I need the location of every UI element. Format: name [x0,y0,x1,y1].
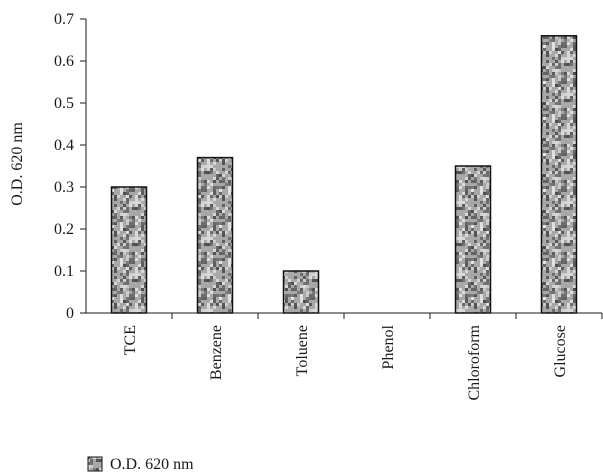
bar-chloroform [454,165,492,314]
x-ticks-layer: TCE Benzene Toluene Phenol Chloroform Glucose [122,313,603,401]
x-tick-label: Chloroform [466,324,483,400]
y-tick-label: 0.6 [54,53,74,70]
y-tick-label: 0.3 [54,179,74,196]
x-tick-label: TCE [122,325,139,355]
y-tick-label: 0.5 [54,95,74,112]
legend: O.D. 620 nm [87,456,194,473]
legend-swatch [87,456,103,472]
bar-tce [110,186,148,314]
y-tick-label: 0.2 [54,221,74,238]
bar-glucose [540,35,578,314]
x-tick-label: Benzene [208,325,225,380]
y-tick-label: 0.4 [54,137,74,154]
bar-toluene [282,270,320,314]
y-tick-label: 0.1 [54,263,74,280]
x-tick-label: Phenol [380,324,397,369]
x-tick-label: Toluene [294,325,311,376]
y-tick-label: 0 [66,305,74,322]
axes-layer [85,19,602,314]
legend-label: O.D. 620 nm [110,456,194,473]
bar-benzene [196,156,234,314]
x-tick-label: Glucose [552,325,569,377]
y-tick-label: 0.7 [54,11,74,28]
y-ticks-layer: 0 0.1 0.2 0.3 0.4 0.5 0.6 0.7 [54,11,86,322]
bars-layer [110,35,578,314]
y-axis-label: O.D. 620 nm [9,122,26,206]
